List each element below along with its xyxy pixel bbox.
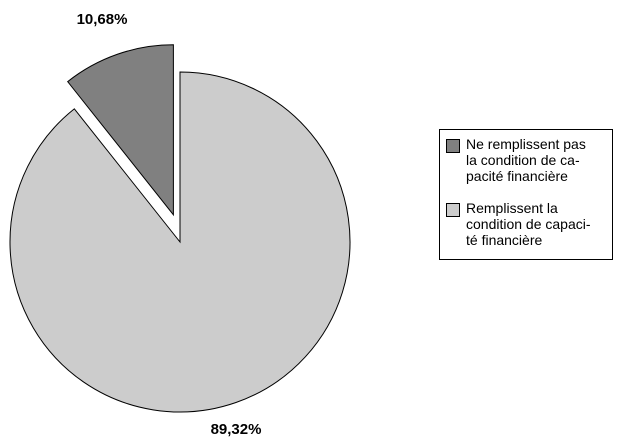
legend-swatch <box>446 139 460 153</box>
chart-legend: Ne remplissent pas la condition de ca- p… <box>439 129 613 260</box>
pie-slice-ne-remplissent-pas <box>66 44 174 217</box>
slice-label-ne-remplissent-pas: 10,68% <box>77 11 128 28</box>
legend-swatch <box>446 203 460 217</box>
pie-slice-remplissent <box>9 71 351 413</box>
legend-label: Ne remplissent pas la condition de ca- p… <box>466 136 586 184</box>
legend-item-ne-remplissent-pas: Ne remplissent pas la condition de ca- p… <box>446 136 604 184</box>
legend-item-remplissent: Remplissent la condition de capaci- té f… <box>446 200 604 248</box>
legend-label: Remplissent la condition de capaci- té f… <box>466 200 591 248</box>
slice-label-remplissent: 89,32% <box>211 421 262 437</box>
